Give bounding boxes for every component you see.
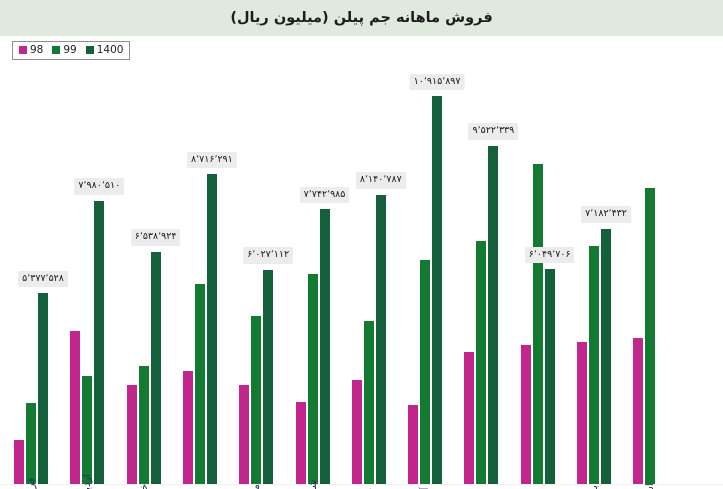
bar-data-label: ۸٬۱۴۰٬۷۸۷ (355, 172, 406, 189)
bar-98[interactable] (14, 440, 24, 484)
bar-data-label: ۶٬۵۳۸٬۹۲۴ (130, 229, 181, 246)
bar-1400[interactable] (601, 228, 611, 484)
legend-swatch-1400 (85, 46, 94, 55)
bar-data-label: ۱۰٬۹۱۵٬۸۹۷ (409, 73, 465, 91)
bar-99[interactable] (476, 241, 487, 484)
bar-data-label: ۶٬۰۲۷٬۱۱۲ (243, 247, 294, 264)
bar-1400[interactable] (206, 174, 217, 484)
bar-98[interactable] (464, 351, 475, 484)
bar-98[interactable] (239, 384, 250, 484)
bar-data-label: ۶٬۰۴۹٬۷۰۶ (524, 246, 575, 264)
axis-baseline (0, 484, 723, 485)
bar-1400[interactable] (150, 251, 161, 484)
bar-99[interactable] (589, 246, 599, 484)
page-title: فروش ماهانه جم پیلن (میلیون ریال) (230, 10, 493, 26)
bar-data-label: ۹٬۵۲۲٬۳۳۹ (468, 123, 519, 140)
bar-98[interactable] (351, 379, 362, 484)
bar-data-label: ۵٬۳۷۷٬۵۲۸ (18, 270, 68, 288)
bar-1400[interactable] (319, 209, 330, 484)
legend-label-1400: 1400 (96, 44, 124, 56)
bar-98[interactable] (295, 402, 306, 484)
legend-item-98[interactable]: 98 (19, 45, 43, 56)
bar-data-label: ۷٬۱۸۲٬۴۳۲ (581, 206, 631, 223)
bar-98[interactable] (70, 331, 81, 484)
chart-title-band: فروش ماهانه جم پیلن (میلیون ریال) (0, 0, 723, 36)
bar-1400[interactable] (94, 200, 105, 484)
bars-container: ۵٬۳۷۷٬۵۲۸ ۷٬۹۸۰٬۵۱۰ ۶٬۵۳۸٬۹۲۴ ۸٬۷۱۶٬۲۹۱ ۶٬۰۲… (0, 72, 723, 484)
legend-item-99[interactable]: 99 (52, 44, 77, 56)
legend-swatch-99 (52, 46, 61, 55)
bar-99[interactable] (645, 188, 656, 484)
x-axis-label-11: اسفند (644, 483, 656, 489)
bar-99[interactable] (82, 375, 93, 484)
x-axis-label-10: بهمن (588, 485, 600, 489)
x-axis-labels: فروردیناردیبهشتخردادتیرمردادشهریورمهرآبا… (0, 474, 723, 489)
legend-swatch-98 (19, 46, 27, 55)
bar-99[interactable] (532, 164, 543, 484)
bar-99[interactable] (26, 403, 36, 484)
bar-1400[interactable] (263, 269, 274, 484)
x-axis-label-5: شهریور (307, 480, 319, 489)
legend-label-99: 99 (63, 44, 77, 56)
chart-legend: 98 99 1400 (12, 41, 131, 60)
bar-99[interactable] (420, 259, 431, 484)
bar-98[interactable] (182, 371, 193, 484)
bar-data-label: ۷٬۹۸۰٬۵۱۰ (74, 178, 125, 195)
bar-98[interactable] (126, 384, 137, 484)
x-axis-label-4: مرداد (250, 484, 262, 489)
plot-area: 98 99 1400 ۵٬۳۷۷٬۵۲۸ ۷٬۹۸۰٬۵۱۰ ۶٬۵۳۸٬۹۲۴ ۸٬… (0, 36, 723, 489)
bar-1400[interactable] (432, 96, 443, 484)
bar-1400[interactable] (488, 145, 499, 484)
x-axis-label-0: فروردین (25, 478, 37, 489)
bar-data-label: ۷٬۷۴۲٬۹۸۵ (299, 186, 350, 203)
bar-99[interactable] (363, 320, 374, 484)
bar-99[interactable] (194, 284, 205, 484)
bar-98[interactable] (408, 404, 419, 484)
bar-1400[interactable] (375, 194, 386, 484)
bar-98[interactable] (633, 337, 644, 484)
legend-item-1400[interactable]: 1400 (85, 44, 124, 56)
bar-98[interactable] (520, 345, 531, 484)
x-axis-label-1: اردیبهشت (81, 474, 93, 489)
bar-1400[interactable] (544, 269, 555, 484)
bar-data-label: ۸٬۷۱۶٬۲۹۱ (187, 151, 237, 169)
bar-1400[interactable] (38, 293, 48, 484)
bar-99[interactable] (307, 274, 318, 484)
bar-99[interactable] (251, 316, 262, 484)
x-axis-label-2: خرداد (138, 484, 150, 489)
bar-99[interactable] (138, 366, 149, 484)
bar-98[interactable] (577, 341, 587, 484)
legend-label-98: 98 (30, 44, 44, 56)
